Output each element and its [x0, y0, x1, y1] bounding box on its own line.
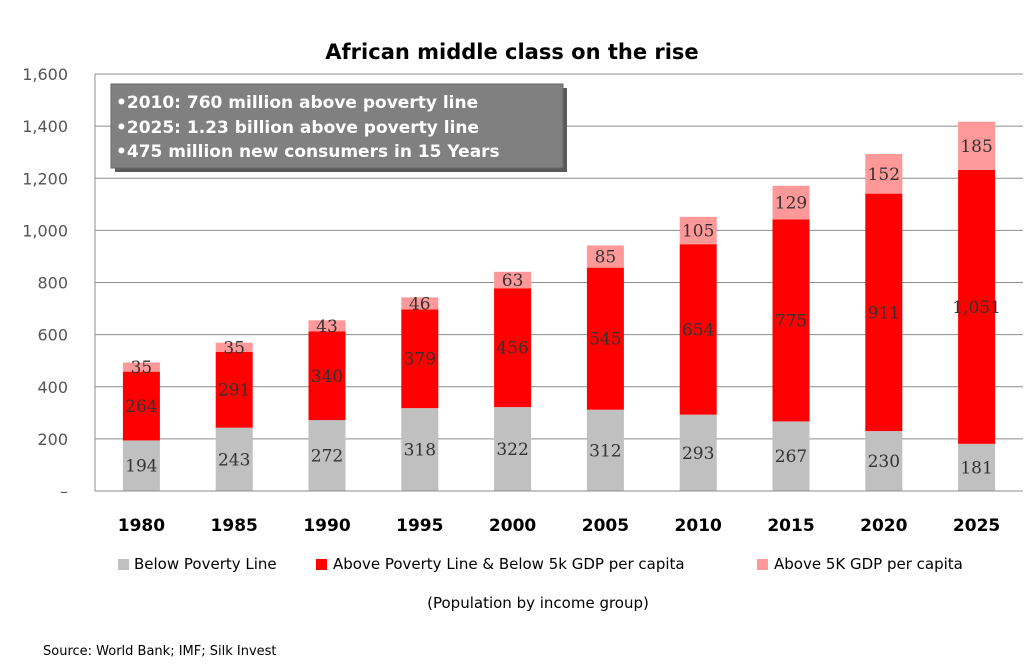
- y-tick-label: 400: [37, 378, 68, 397]
- bar-above-poverty: [958, 169, 996, 444]
- value-label: 185: [960, 137, 992, 157]
- bar-above-poverty: [865, 193, 903, 432]
- bar-above-5k: [865, 154, 903, 194]
- bar-above-poverty: [586, 267, 624, 410]
- value-label: 293: [682, 444, 714, 464]
- bar-above-poverty: [772, 219, 810, 422]
- value-label: 291: [218, 381, 250, 401]
- y-tick-label: 1,000: [22, 221, 68, 240]
- value-label: 181: [960, 458, 992, 478]
- value-label: 456: [496, 339, 528, 359]
- value-label: 312: [589, 441, 621, 461]
- x-tick-label: 1995: [396, 516, 443, 536]
- legend-swatch-below-poverty: [118, 559, 129, 570]
- bar-above-poverty: [494, 288, 532, 408]
- value-label: 654: [682, 320, 714, 340]
- value-label: 318: [404, 441, 436, 461]
- value-label: 243: [218, 450, 250, 470]
- bar-below-poverty: [586, 409, 624, 491]
- value-label: 911: [868, 303, 900, 323]
- legend: Below Poverty Line Above Poverty Line & …: [118, 555, 963, 573]
- x-tick-label: 2015: [767, 516, 814, 536]
- y-tick-label: 1,400: [22, 117, 68, 136]
- bar-above-5k: [586, 245, 624, 268]
- value-label: 272: [311, 447, 343, 467]
- axes: – 200 400 600 800 1,000 1,200 1,400 1,600 1980 198…: [22, 65, 1023, 536]
- bar-above-5k: [122, 362, 160, 372]
- legend-label-above-poverty: Above Poverty Line & Below 5k GDP per ca…: [333, 555, 685, 573]
- x-tick-label: 2025: [953, 516, 1000, 536]
- bars: [122, 121, 996, 491]
- x-tick-label: 2020: [860, 516, 907, 536]
- value-label: 46: [409, 294, 431, 314]
- value-label: 105: [682, 222, 714, 242]
- bar-below-poverty: [401, 408, 439, 491]
- bar-below-poverty: [772, 421, 810, 491]
- y-tick-label: 1,600: [22, 65, 68, 84]
- legend-swatch-above-poverty: [316, 559, 327, 570]
- bar-above-5k: [679, 216, 717, 245]
- bar-above-5k: [958, 121, 996, 170]
- y-tick-label: –: [60, 482, 68, 501]
- value-label: 1,051: [952, 298, 1001, 318]
- value-label: 35: [223, 338, 245, 358]
- bar-above-poverty: [215, 351, 253, 428]
- legend-label-above-5k: Above 5K GDP per capita: [774, 555, 963, 573]
- bar-below-poverty: [122, 440, 160, 491]
- value-label: 267: [775, 447, 807, 467]
- value-label: 85: [595, 248, 617, 268]
- annotation-background: [110, 83, 564, 169]
- chart-note: (Population by income group): [427, 594, 649, 612]
- y-tick-label: 600: [37, 326, 68, 345]
- chart-title: African middle class on the rise: [325, 40, 698, 64]
- value-label: 129: [775, 194, 807, 214]
- bar-above-poverty: [122, 371, 160, 441]
- annotation-line-1: •2010: 760 million above poverty line: [116, 93, 478, 113]
- bar-above-poverty: [401, 309, 439, 409]
- bar-below-poverty: [958, 443, 996, 491]
- y-tick-label: 800: [37, 274, 68, 293]
- bar-below-poverty: [679, 414, 717, 491]
- bar-below-poverty: [865, 431, 903, 491]
- value-labels: 194 264 35 243 291 35 272 340 43 318 379 46 322 456 63…: [125, 137, 1001, 479]
- bar-below-poverty: [494, 407, 532, 491]
- value-label: 35: [131, 358, 153, 378]
- y-tick-label: 200: [37, 430, 68, 449]
- x-tick-label: 1980: [118, 516, 165, 536]
- bar-above-5k: [401, 297, 439, 310]
- value-label: 340: [311, 367, 343, 387]
- value-label: 230: [868, 452, 900, 472]
- bar-above-poverty: [308, 331, 346, 421]
- x-tick-label: 2010: [675, 516, 722, 536]
- value-label: 379: [404, 350, 436, 370]
- value-label: 152: [868, 165, 900, 185]
- value-label: 545: [589, 330, 621, 350]
- y-tick-label: 1,200: [22, 169, 68, 188]
- x-tick-label: 1990: [303, 516, 350, 536]
- bar-above-5k: [772, 185, 810, 220]
- bar-above-poverty: [679, 244, 717, 415]
- value-label: 264: [125, 397, 157, 417]
- x-tick-label: 1985: [211, 516, 258, 536]
- value-label: 43: [316, 317, 338, 337]
- bar-below-poverty: [308, 420, 346, 491]
- annotation-line-3: •475 million new consumers in 15 Years: [116, 142, 500, 162]
- legend-label-below-poverty: Below Poverty Line: [134, 555, 277, 573]
- value-label: 775: [775, 311, 807, 331]
- annotation-line-2: •2025: 1.23 billion above poverty line: [116, 118, 479, 138]
- bar-above-5k: [308, 320, 346, 332]
- x-tick-label: 2005: [582, 516, 629, 536]
- bar-above-5k: [215, 342, 253, 352]
- value-label: 194: [125, 457, 157, 477]
- x-tick-label: 2000: [489, 516, 536, 536]
- bar-above-5k: [494, 271, 532, 289]
- legend-swatch-above-5k: [757, 559, 768, 570]
- annotation-box: •2010: 760 million above poverty line •2…: [110, 83, 567, 172]
- source-note: Source: World Bank; IMF; Silk Invest: [43, 644, 277, 659]
- value-label: 322: [496, 440, 528, 460]
- bar-below-poverty: [215, 427, 253, 491]
- value-label: 63: [502, 271, 524, 291]
